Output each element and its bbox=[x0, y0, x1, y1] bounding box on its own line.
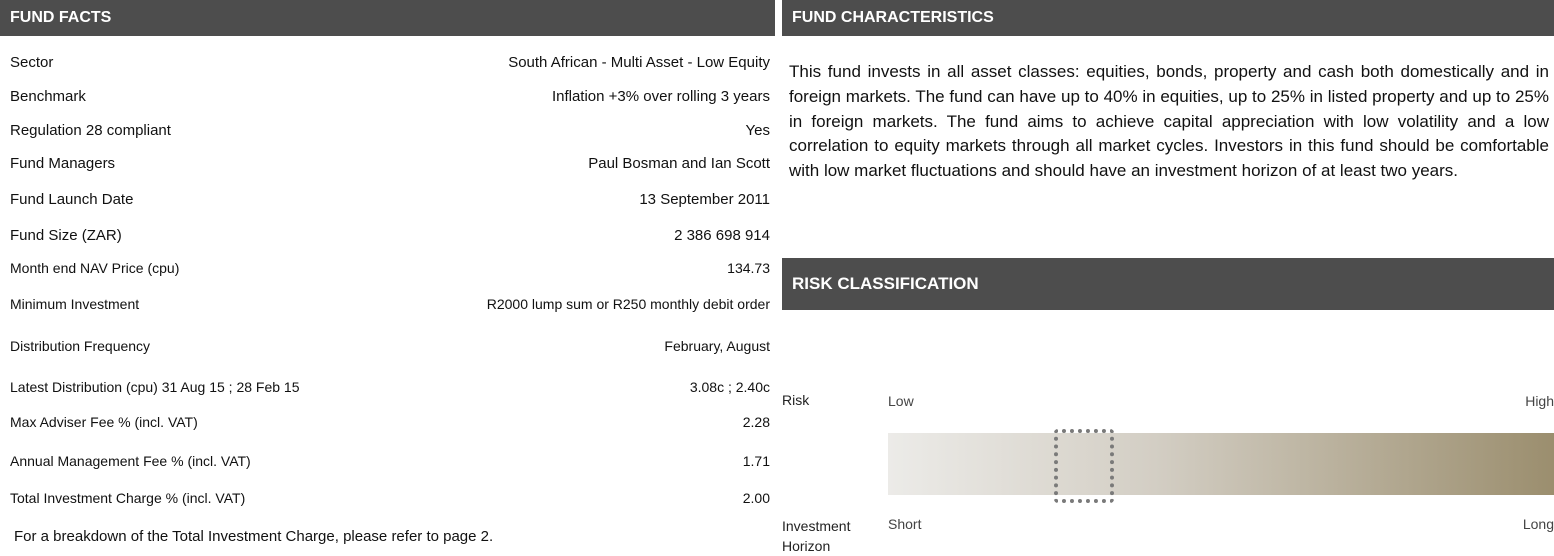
risk-classification-header: RISK CLASSIFICATION bbox=[782, 258, 1554, 310]
fund-characteristics-title: FUND CHARACTERISTICS bbox=[792, 9, 994, 26]
fact-label: Max Adviser Fee % (incl. VAT) bbox=[10, 414, 198, 430]
fact-value: Yes bbox=[745, 121, 770, 139]
high-label: High bbox=[1525, 393, 1554, 409]
fact-value: February, August bbox=[664, 338, 770, 354]
fact-label: Total Investment Charge % (incl. VAT) bbox=[10, 490, 246, 506]
fact-value: 13 September 2011 bbox=[639, 190, 770, 208]
fact-value: 2.00 bbox=[742, 490, 770, 506]
fact-label: Fund Launch Date bbox=[10, 190, 134, 208]
fact-row: Distribution Frequency February, August bbox=[10, 331, 770, 361]
footnote: For a breakdown of the Total Investment … bbox=[14, 528, 494, 545]
low-label: Low bbox=[888, 393, 914, 409]
fact-row: Sector South African - Multi Asset - Low … bbox=[10, 47, 770, 77]
fact-row: Fund Managers Paul Bosman and Ian Scott bbox=[10, 148, 770, 178]
fact-value: 134.73 bbox=[727, 260, 770, 276]
fact-label: Regulation 28 compliant bbox=[10, 121, 171, 139]
fact-row: Minimum Investment R2000 lump sum or R250… bbox=[10, 289, 770, 319]
risk-classification-title: RISK CLASSIFICATION bbox=[792, 274, 979, 293]
fact-label: Annual Management Fee % (incl. VAT) bbox=[10, 453, 251, 469]
fact-value: R2000 lump sum or R250 monthly debit ord… bbox=[486, 296, 770, 312]
risk-gradient-bar bbox=[888, 433, 1554, 495]
fact-label: Sector bbox=[10, 53, 54, 71]
risk-indicator bbox=[1054, 429, 1114, 503]
fact-row: Fund Launch Date 13 September 2011 bbox=[10, 184, 770, 214]
short-label: Short bbox=[888, 516, 922, 532]
fact-label: Benchmark bbox=[10, 87, 86, 105]
fact-value: 3.08c ; 2.40c bbox=[689, 379, 770, 395]
fact-label: Fund Size (ZAR) bbox=[10, 226, 122, 244]
long-label: Long bbox=[1522, 516, 1554, 532]
horizon-label: Investment Horizon bbox=[782, 518, 851, 554]
fact-row: Fund Size (ZAR) 2 386 698 914 bbox=[10, 220, 770, 250]
fact-label: Distribution Frequency bbox=[10, 338, 151, 354]
fact-value: Paul Bosman and Ian Scott bbox=[588, 154, 770, 172]
fact-row: Latest Distribution (cpu) 31 Aug 15 ; 28… bbox=[10, 372, 770, 402]
fact-row: Regulation 28 compliant Yes bbox=[10, 115, 770, 145]
fact-label: Fund Managers bbox=[10, 154, 116, 172]
fact-label: Minimum Investment bbox=[10, 296, 140, 312]
fact-value: 2.28 bbox=[742, 414, 770, 430]
fund-facts-title: FUND FACTS bbox=[10, 9, 112, 26]
fact-row: Annual Management Fee % (incl. VAT) 1.71 bbox=[10, 446, 770, 476]
fact-row: Benchmark Inflation +3% over rolling 3 ye… bbox=[10, 81, 770, 111]
fact-value: South African - Multi Asset - Low Equity bbox=[508, 53, 770, 71]
fact-label: Latest Distribution (cpu) 31 Aug 15 ; 28… bbox=[10, 379, 300, 395]
fact-value: Inflation +3% over rolling 3 years bbox=[551, 87, 770, 105]
fact-row: Month end NAV Price (cpu) 134.73 bbox=[10, 253, 770, 283]
fact-value: 1.71 bbox=[742, 453, 770, 469]
fact-row: Total Investment Charge % (incl. VAT) 2.0… bbox=[10, 483, 770, 513]
fact-row: Max Adviser Fee % (incl. VAT) 2.28 bbox=[10, 407, 770, 437]
risk-label: Risk bbox=[782, 392, 810, 408]
fund-characteristics-header: FUND CHARACTERISTICS bbox=[782, 0, 1554, 36]
fund-characteristics-text: This fund invests in all asset classes: … bbox=[789, 62, 1549, 181]
fact-value: 2 386 698 914 bbox=[674, 226, 770, 244]
fund-facts-header: FUND FACTS bbox=[0, 0, 775, 36]
fact-label: Month end NAV Price (cpu) bbox=[10, 260, 180, 276]
